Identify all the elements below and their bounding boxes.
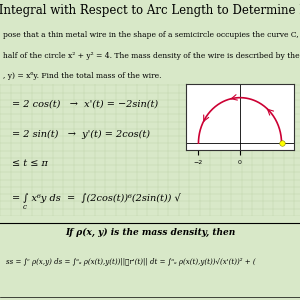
- Text: = ∫ x⁶y ds  =  ∫(2cos(t))⁶(2sin(t)) √: = ∫ x⁶y ds = ∫(2cos(t))⁶(2sin(t)) √: [12, 193, 181, 202]
- Text: ≤ t ≤ π: ≤ t ≤ π: [12, 159, 48, 168]
- Text: Line Integral with Respect to Arc Length to Determine Mass: Line Integral with Respect to Arc Length…: [0, 4, 300, 17]
- Text: = 2 sin(t)   →  y'(t) = 2cos(t): = 2 sin(t) → y'(t) = 2cos(t): [12, 130, 150, 139]
- Text: c: c: [22, 203, 26, 211]
- Text: ss = ∫ᶜ ρ(x,y) ds = ∫ᵃₐ ρ(x(t),y(t))||⃗r'(t)|| dt = ∫ᵃₐ ρ(x(t),y(t))√(x'(t))² + : ss = ∫ᶜ ρ(x,y) ds = ∫ᵃₐ ρ(x(t),y(t))||⃗r…: [6, 258, 256, 266]
- Text: If ρ(x, y) is the mass density, then: If ρ(x, y) is the mass density, then: [65, 228, 235, 237]
- Text: pose that a thin metal wire in the shape of a semicircle occupies the curve C, w: pose that a thin metal wire in the shape…: [3, 31, 300, 39]
- Text: , y) = x⁶y. Find the total mass of the wire.: , y) = x⁶y. Find the total mass of the w…: [3, 72, 161, 80]
- Text: = 2 cos(t)   →  x'(t) = −2sin(t): = 2 cos(t) → x'(t) = −2sin(t): [12, 99, 158, 108]
- Text: half of the circle x² + y² = 4. The mass density of the wire is described by the: half of the circle x² + y² = 4. The mass…: [3, 52, 300, 60]
